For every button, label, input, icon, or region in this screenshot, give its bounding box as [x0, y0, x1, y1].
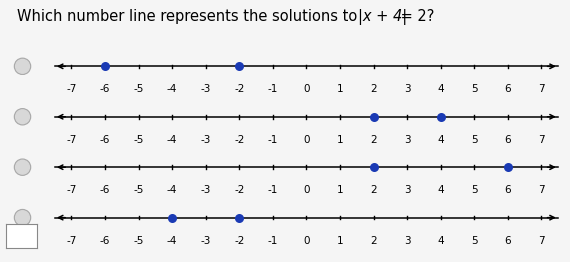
Text: 5: 5	[471, 185, 478, 195]
Text: 1: 1	[337, 135, 343, 145]
Text: -4: -4	[167, 185, 177, 195]
Text: 2: 2	[370, 135, 377, 145]
Text: -1: -1	[268, 236, 278, 245]
Text: -1: -1	[268, 185, 278, 195]
Text: -2: -2	[234, 185, 245, 195]
Circle shape	[14, 58, 31, 74]
Circle shape	[14, 159, 31, 175]
Text: -5: -5	[133, 185, 144, 195]
Text: -7: -7	[66, 236, 76, 245]
Text: 3: 3	[404, 185, 410, 195]
Text: 1: 1	[337, 84, 343, 94]
Text: 2: 2	[370, 185, 377, 195]
Text: -6: -6	[100, 236, 110, 245]
Text: -4: -4	[167, 84, 177, 94]
Text: -6: -6	[100, 185, 110, 195]
Text: 6: 6	[504, 84, 511, 94]
Text: 7: 7	[538, 236, 544, 245]
Text: 4: 4	[437, 84, 444, 94]
Text: 6: 6	[504, 236, 511, 245]
Text: -3: -3	[201, 84, 211, 94]
Text: -2: -2	[234, 84, 245, 94]
Text: 5: 5	[471, 84, 478, 94]
Text: 4: 4	[437, 135, 444, 145]
Circle shape	[14, 109, 31, 125]
Text: 5: 5	[471, 236, 478, 245]
Text: -3: -3	[201, 236, 211, 245]
Text: 0: 0	[303, 84, 310, 94]
Text: 0: 0	[303, 185, 310, 195]
Text: 6: 6	[504, 185, 511, 195]
Text: 3: 3	[404, 135, 410, 145]
Text: 4: 4	[437, 236, 444, 245]
Text: 0: 0	[303, 236, 310, 245]
Text: -4: -4	[167, 236, 177, 245]
Text: 3: 3	[404, 84, 410, 94]
Text: -5: -5	[133, 135, 144, 145]
Text: 1: 1	[337, 185, 343, 195]
Text: -3: -3	[201, 185, 211, 195]
Text: Which number line represents the solutions to: Which number line represents the solutio…	[17, 9, 362, 24]
Text: -5: -5	[133, 236, 144, 245]
Text: 0: 0	[303, 135, 310, 145]
Circle shape	[15, 110, 30, 124]
Text: 4: 4	[437, 185, 444, 195]
Text: 3: 3	[404, 236, 410, 245]
Text: 2: 2	[370, 84, 377, 94]
Circle shape	[14, 210, 31, 226]
Text: |x + 4|: |x + 4|	[358, 9, 407, 25]
Text: 1: 1	[337, 236, 343, 245]
Text: 7: 7	[538, 135, 544, 145]
Text: 2: 2	[370, 236, 377, 245]
Text: 7: 7	[538, 84, 544, 94]
Circle shape	[15, 160, 30, 174]
Text: = 2?: = 2?	[396, 9, 434, 24]
Text: -4: -4	[167, 135, 177, 145]
Text: -3: -3	[201, 135, 211, 145]
Text: -7: -7	[66, 185, 76, 195]
Text: -1: -1	[268, 84, 278, 94]
Text: 6: 6	[504, 135, 511, 145]
Text: -7: -7	[66, 135, 76, 145]
Text: -7: -7	[66, 84, 76, 94]
Circle shape	[15, 211, 30, 225]
Text: -6: -6	[100, 84, 110, 94]
Text: 5: 5	[471, 135, 478, 145]
Text: -2: -2	[234, 135, 245, 145]
Text: -2: -2	[234, 236, 245, 245]
Circle shape	[15, 59, 30, 73]
Text: 7: 7	[538, 185, 544, 195]
Text: -6: -6	[100, 135, 110, 145]
Text: -5: -5	[133, 84, 144, 94]
Text: -1: -1	[268, 135, 278, 145]
